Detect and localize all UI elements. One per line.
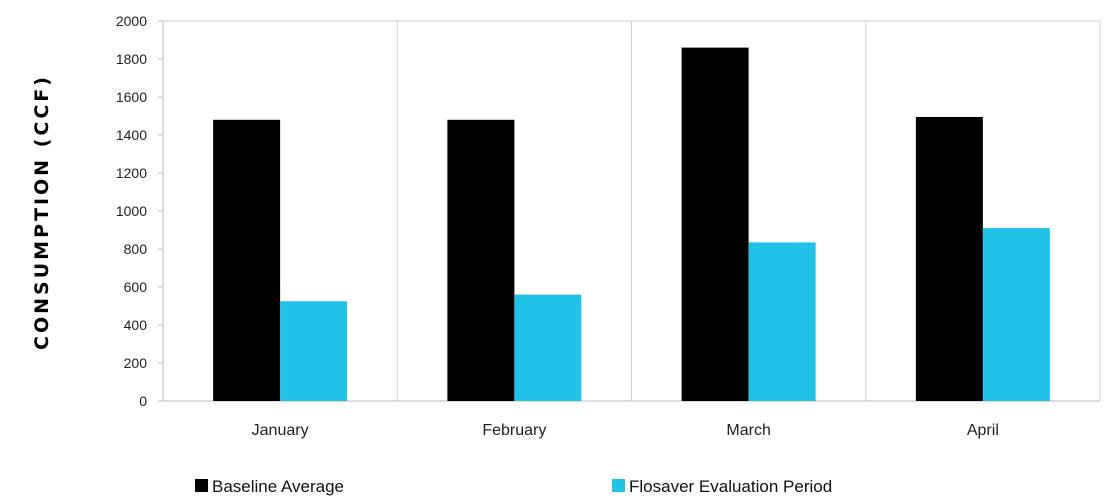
bar-baseline-january bbox=[213, 119, 281, 402]
legend-label: Baseline Average bbox=[212, 477, 344, 496]
grid-lines bbox=[163, 20, 1101, 401]
y-tick-label: 200 bbox=[124, 355, 148, 371]
x-category-label: February bbox=[482, 422, 546, 439]
y-tick-label: 1400 bbox=[116, 127, 147, 143]
y-tick-label: 1200 bbox=[116, 165, 147, 181]
y-axis-title: CONSUMPTION (CCF) bbox=[31, 74, 53, 350]
legend-item: Flosaver Evaluation Period bbox=[612, 477, 832, 496]
x-category-label: March bbox=[726, 422, 770, 439]
legend-label: Flosaver Evaluation Period bbox=[629, 477, 832, 496]
bar-baseline-march bbox=[681, 47, 749, 401]
y-tick-labels: 0 200 400 600 800 1000 1200 1400 1600 1800 2000 bbox=[116, 13, 163, 409]
y-tick-label: 400 bbox=[124, 317, 148, 333]
bar-flosaver-january bbox=[280, 301, 348, 401]
legend-swatch bbox=[195, 479, 208, 492]
legend: Baseline Average Flosaver Evaluation Peri… bbox=[195, 477, 832, 496]
y-tick-label: 1800 bbox=[116, 51, 147, 67]
legend-swatch bbox=[612, 479, 625, 492]
bars bbox=[213, 47, 1050, 402]
bar-flosaver-march bbox=[748, 242, 816, 401]
y-tick-label: 800 bbox=[124, 241, 148, 257]
y-tick-label: 1600 bbox=[116, 89, 147, 105]
category-labels: January February March April bbox=[252, 422, 999, 439]
bar-flosaver-april bbox=[982, 228, 1050, 401]
bar-flosaver-february bbox=[514, 294, 582, 401]
y-tick-label: 600 bbox=[124, 279, 148, 295]
x-category-label: April bbox=[967, 422, 999, 439]
y-tick-label: 1000 bbox=[116, 203, 147, 219]
bar-baseline-february bbox=[447, 119, 515, 402]
y-tick-label: 0 bbox=[139, 393, 147, 409]
legend-item: Baseline Average bbox=[195, 477, 344, 496]
y-tick-label: 2000 bbox=[116, 13, 147, 29]
x-category-label: January bbox=[252, 422, 309, 439]
bar-baseline-april bbox=[915, 116, 983, 401]
